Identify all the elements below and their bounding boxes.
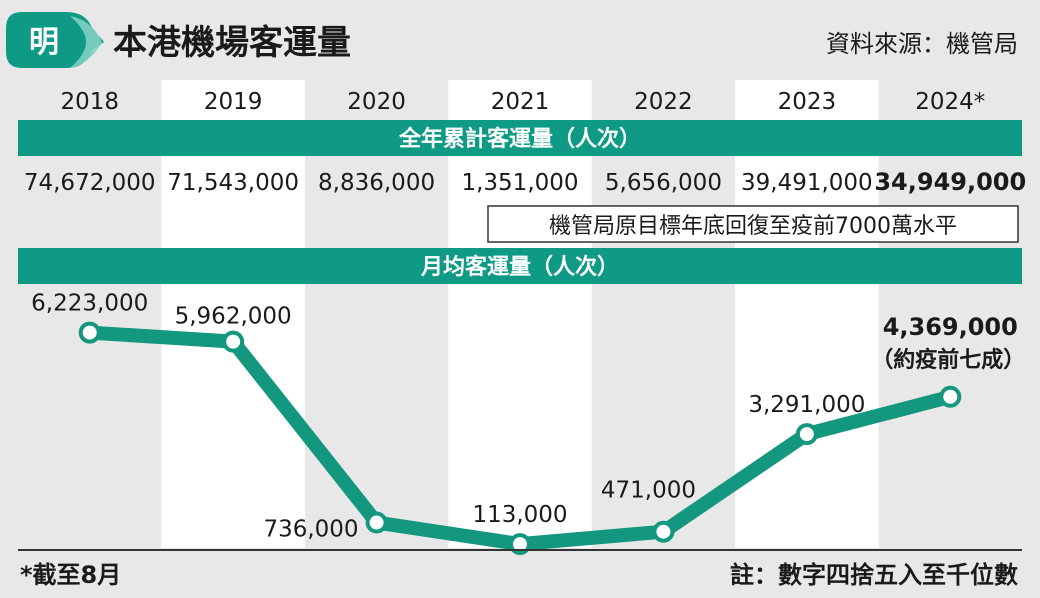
monthly-average-band-label: 月均客運量（人次） xyxy=(420,254,619,280)
year-label: 2023 xyxy=(778,89,837,115)
data-point xyxy=(795,423,818,446)
data-label: 6,223,000 xyxy=(31,291,148,317)
year-label: 2021 xyxy=(491,89,550,115)
data-label: 736,000 xyxy=(263,517,358,543)
annual-value: 1,351,000 xyxy=(461,170,578,196)
monthly-line-chart: 6,223,000 5,962,000 736,000 113,000 471,000 3… xyxy=(31,291,1025,556)
annual-value: 74,672,000 xyxy=(24,170,156,196)
data-label: 113,000 xyxy=(472,502,567,528)
column-bg xyxy=(161,80,305,548)
annual-value: 5,656,000 xyxy=(605,170,722,196)
data-label: 5,962,000 xyxy=(175,304,292,330)
chart-title: 本港機場客運量 xyxy=(113,23,351,63)
year-label: 2018 xyxy=(60,89,119,115)
data-label: 4,369,000 xyxy=(883,313,1018,341)
data-point xyxy=(652,520,675,543)
year-label: 2020 xyxy=(347,89,406,115)
annual-value: 39,491,000 xyxy=(741,170,873,196)
annual-total-band xyxy=(18,120,1022,156)
logo-accent-icon xyxy=(70,16,102,68)
year-label: 2019 xyxy=(204,89,263,115)
rounding-note: 註：數字四捨五入至千位數 xyxy=(730,561,1018,589)
year-label: 2022 xyxy=(634,89,693,115)
data-point xyxy=(509,533,531,556)
source-label: 資料來源：機管局 xyxy=(826,30,1018,58)
logo-char: 明 xyxy=(29,25,59,60)
data-point xyxy=(78,321,101,344)
data-point xyxy=(365,511,388,534)
data-label: 471,000 xyxy=(601,478,696,504)
data-point xyxy=(939,385,962,408)
annual-total-band-label: 全年累計客運量（人次） xyxy=(398,126,641,152)
data-label: 3,291,000 xyxy=(748,392,865,418)
annual-value: 34,949,000 xyxy=(874,168,1026,196)
data-label-note: （約疫前七成） xyxy=(871,347,1025,373)
annual-values: 74,672,000 71,543,000 8,836,000 1,351,000 5,… xyxy=(24,168,1026,196)
year-labels: 2018 2019 2020 2021 2022 2023 2024* xyxy=(60,89,985,115)
column-bg xyxy=(448,80,592,548)
year-label: 2024* xyxy=(915,89,985,115)
header: 明 本港機場客運量 資料來源：機管局 xyxy=(6,12,1018,68)
annual-value: 71,543,000 xyxy=(167,170,299,196)
data-point xyxy=(222,330,245,353)
footnote: *截至8月 xyxy=(20,561,121,589)
logo-icon xyxy=(6,12,104,68)
annual-value: 8,836,000 xyxy=(318,170,435,196)
annotation-box xyxy=(487,205,1019,243)
annotation-text: 機管局原目標年底回復至疫前7000萬水平 xyxy=(549,214,957,239)
monthly-average-band xyxy=(18,248,1022,284)
